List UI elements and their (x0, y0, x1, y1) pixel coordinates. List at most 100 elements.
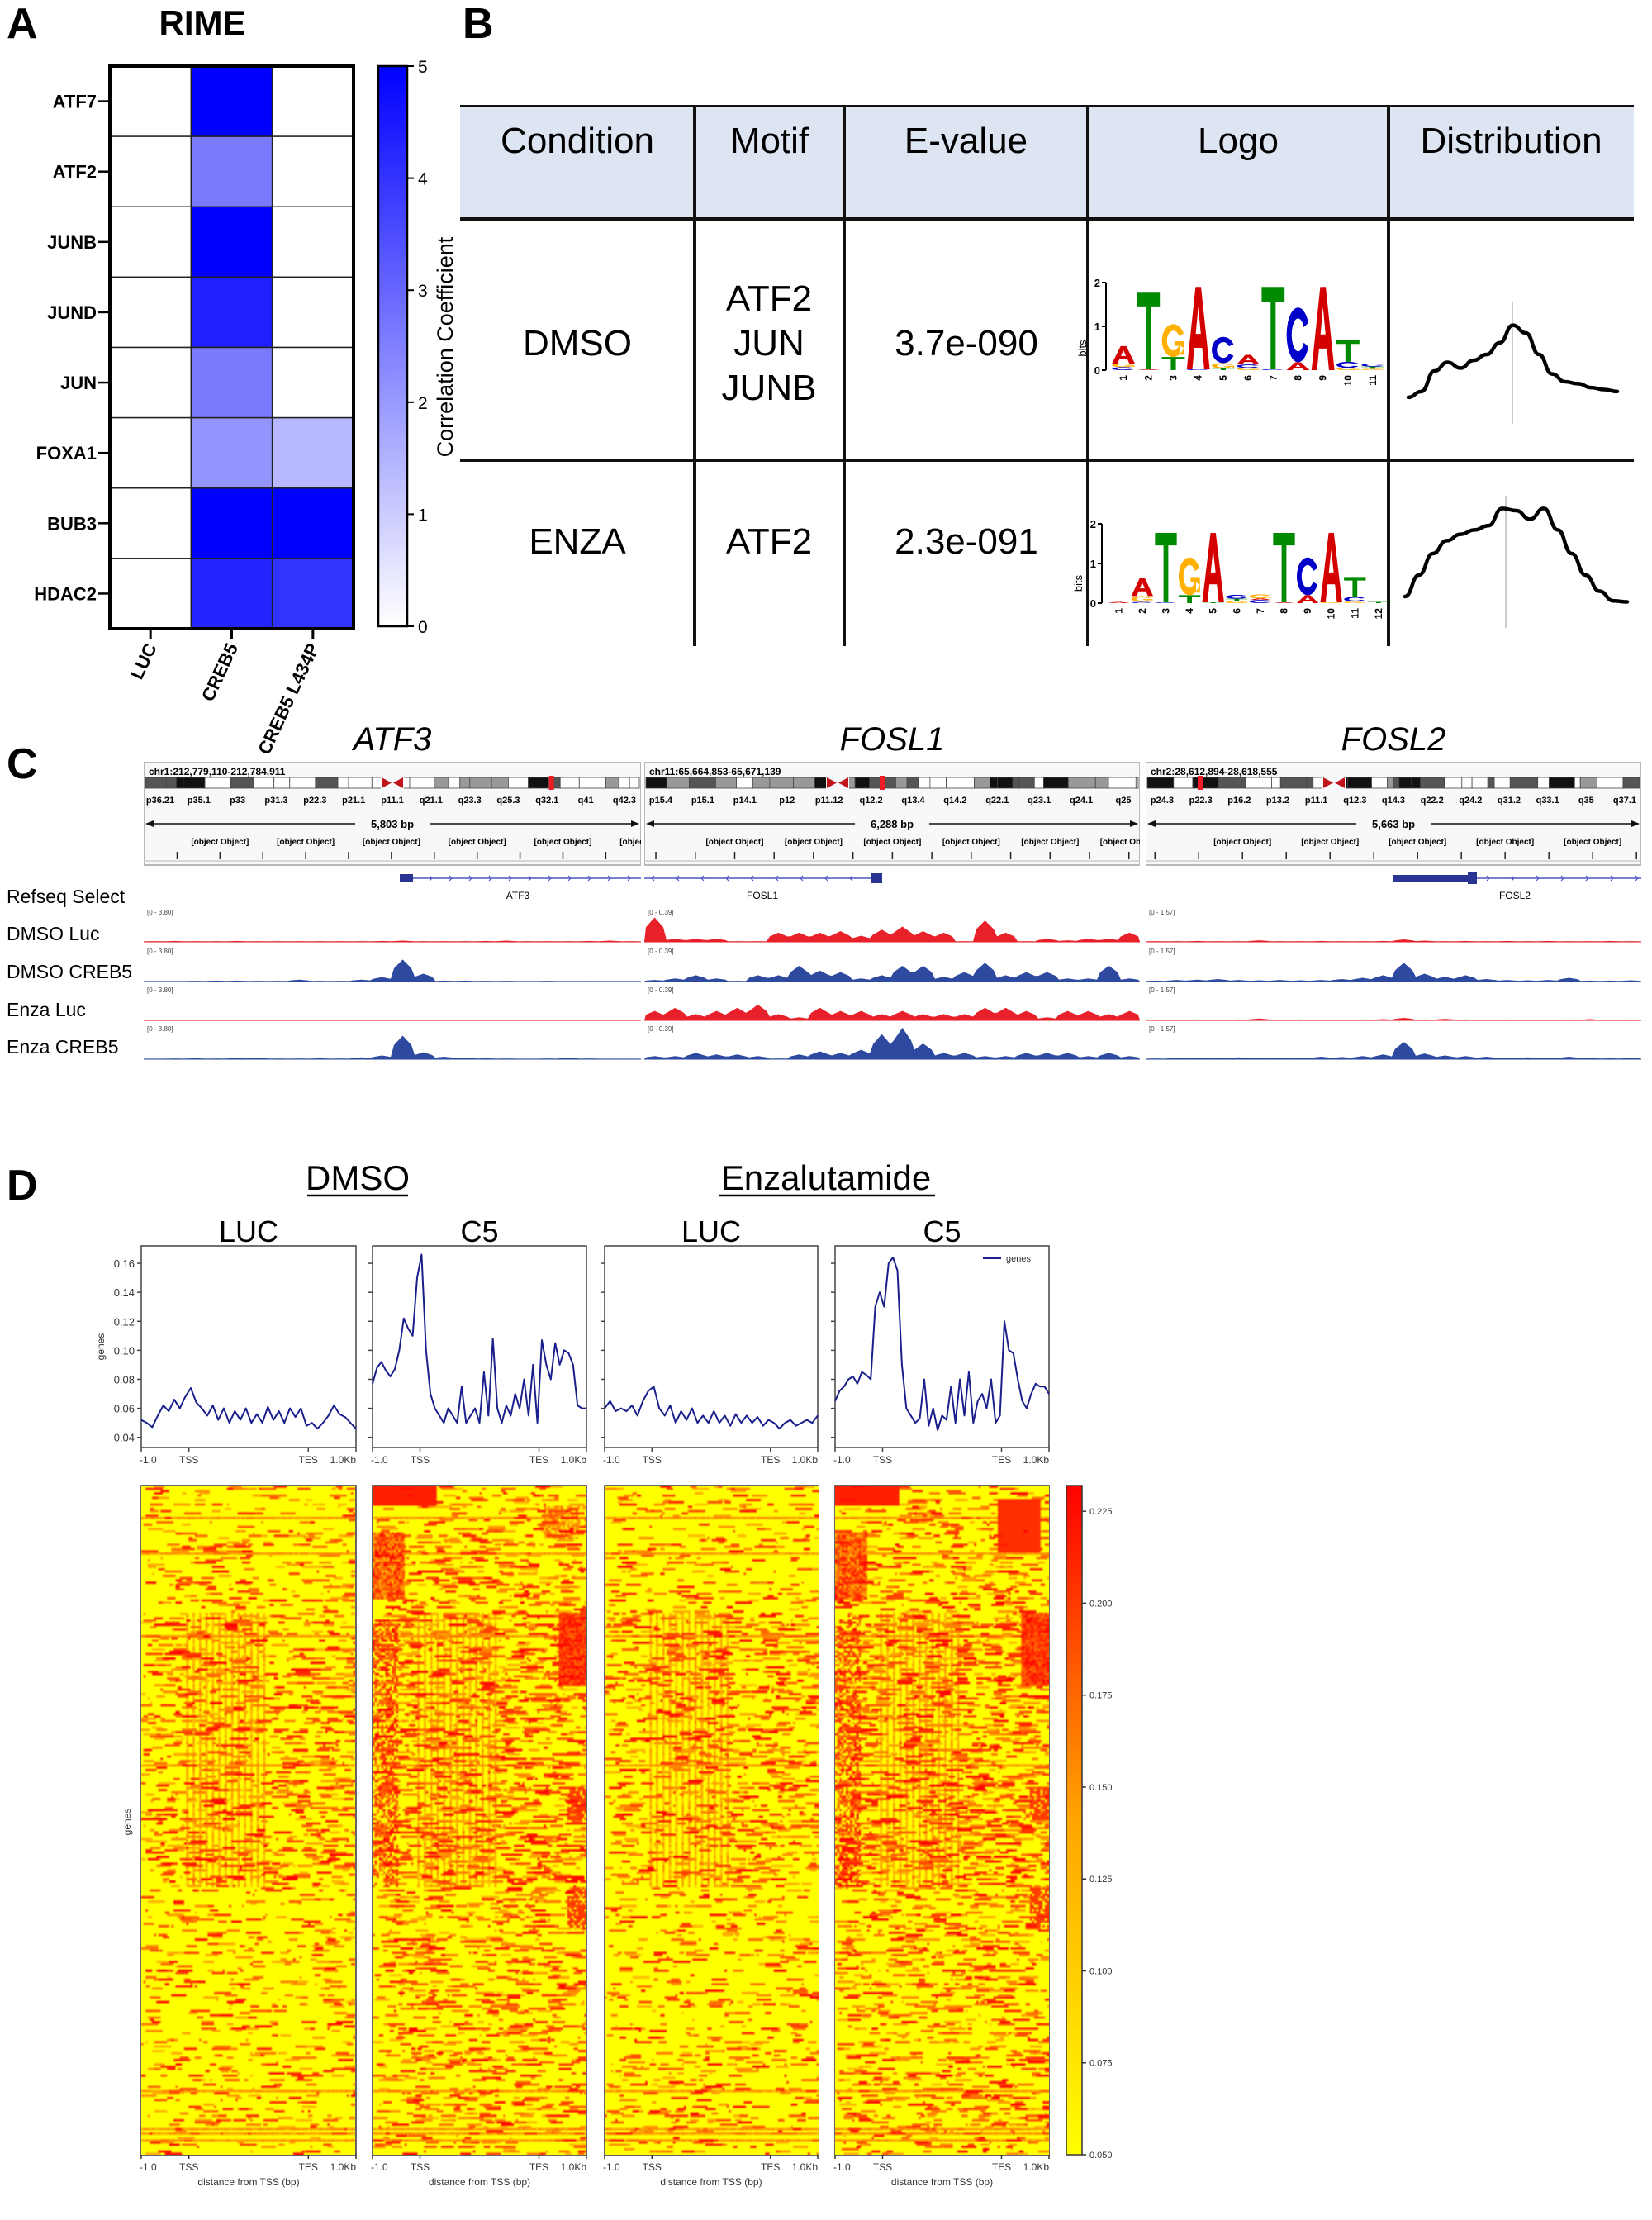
track-label: DMSO CREB5 (7, 961, 132, 982)
logo-letter-G (1226, 601, 1247, 603)
ideogram-band (645, 777, 667, 789)
heatmap-cell (271, 135, 354, 207)
band-label: p31.3 (264, 796, 287, 806)
profile-line (140, 1387, 357, 1430)
colorbar-tick-label: 2 (418, 394, 428, 413)
ideogram-band (814, 777, 828, 789)
logo-position-label: 11 (1349, 608, 1360, 619)
heatmap-cell (109, 416, 192, 489)
heatmap-cell (190, 346, 273, 419)
ideogram-band (1306, 777, 1314, 789)
genome-browser-panel: chr11:65,664,853-65,671,139 p15.4 p15.1 p14… (644, 762, 1158, 1060)
colorbar-tick-label: 0.125 (1089, 1875, 1113, 1885)
band-label: p13.2 (1266, 796, 1289, 806)
strand-arrow-icon (775, 875, 779, 882)
ideogram-band (990, 777, 998, 789)
coverage-area (144, 959, 641, 982)
coverage-area (1146, 1042, 1641, 1059)
band-label: q23.3 (458, 796, 482, 806)
x-tick-label: -1.0 (833, 1454, 851, 1466)
strand-arrow-icon (725, 875, 729, 882)
x-axis-label: distance from TSS (bp) (660, 2176, 762, 2188)
band-label: p35.1 (188, 796, 211, 806)
logo-letter-C (1361, 364, 1384, 367)
x-tick-label: TES (761, 2161, 780, 2173)
band-label: p15.1 (691, 796, 714, 806)
band-label: q13.4 (901, 796, 925, 806)
strand-arrow-icon (567, 875, 572, 882)
logo-letter-A (1296, 595, 1319, 603)
heatmap-cell (109, 346, 192, 419)
heatmap-colorbar (1066, 1485, 1083, 2156)
logo-letter-C (1226, 594, 1247, 599)
signal-heatmap (605, 1486, 819, 2155)
strand-arrow-icon (700, 875, 705, 882)
heatmap-cell (190, 558, 273, 630)
logo-letter-G (1161, 324, 1184, 358)
band-label: q12.3 (1343, 796, 1366, 806)
track-range-label: [0 - 3.80] (147, 909, 173, 916)
colorbar-label: Correlation Coefficient (433, 236, 458, 457)
ruler-label: [object Object] (1389, 838, 1446, 847)
x-tick-label: -1.0 (833, 2161, 851, 2173)
ideogram-band (1622, 777, 1640, 789)
signal-heatmap (141, 1486, 355, 2155)
logo-position-label: 7 (1255, 608, 1266, 614)
track-label: Refseq Select (7, 886, 126, 907)
group-title: Enzalutamide (721, 1158, 931, 1197)
ideogram-band (997, 777, 1014, 789)
y-tick-label: 0.14 (114, 1286, 135, 1299)
track-range-label: [0 - 1.57] (1149, 986, 1175, 994)
colorbar-tick-label: 0.075 (1089, 2059, 1113, 2069)
ideogram-band (1537, 777, 1550, 789)
ideogram-band (1108, 777, 1137, 789)
utr (1393, 875, 1469, 882)
profile-title: LUC (219, 1215, 278, 1248)
ideogram-band (459, 777, 471, 789)
logo-letter-T (1261, 287, 1285, 369)
ideogram-band (578, 777, 606, 789)
ideogram-band (1574, 777, 1581, 789)
strand-arrow-icon (1560, 875, 1564, 882)
legend-label: genes (1006, 1254, 1031, 1264)
ideogram-band (230, 777, 254, 789)
track-label: DMSO Luc (7, 923, 99, 944)
logo-position-label: 7 (1267, 375, 1279, 381)
x-tick-label: TSS (873, 2161, 892, 2173)
ideogram-band (315, 777, 339, 789)
logo-position-label: 4 (1193, 375, 1204, 381)
track-range-label: [0 - 3.80] (147, 986, 173, 994)
heatmap-cell (190, 416, 273, 489)
ideogram-band (1146, 777, 1175, 789)
logo-letter-C (1237, 364, 1259, 368)
colorbar-tick-label: 0.150 (1089, 1783, 1113, 1793)
x-tick-label: TSS (643, 1454, 662, 1466)
locus-label: chr11:65,664,853-65,671,139 (649, 766, 781, 777)
x-tick-label: 1.0Kb (561, 2161, 587, 2173)
ideogram-band (769, 777, 795, 789)
gene-title: FOSL1 (840, 721, 945, 758)
logo-tick-label: 2 (1090, 518, 1096, 530)
logo-position-label: 9 (1317, 375, 1329, 381)
logo-letter-G (1249, 594, 1271, 599)
colorbar (377, 64, 409, 628)
logo-letter-T (1137, 292, 1161, 369)
ideogram-band (348, 777, 373, 789)
ruler-label: [object Object] (1100, 838, 1158, 847)
band-label: q14.3 (1382, 796, 1405, 806)
colorbar-tick-label: 0.100 (1089, 1966, 1113, 1976)
ruler-label: [object Object] (705, 838, 763, 847)
coverage-area (644, 917, 1140, 942)
condition-cell: ENZA (529, 521, 626, 562)
logo-letter-A (1273, 602, 1295, 603)
logo-letter-G (1320, 602, 1342, 603)
x-tick-label: 1.0Kb (1023, 2161, 1050, 2173)
logo-position-label: 11 (1367, 375, 1379, 386)
ruler-label: [object Object] (191, 838, 249, 847)
table-header-bg (460, 106, 1634, 219)
heatmap-cell (271, 276, 354, 349)
logo-position-label: 2 (1142, 375, 1154, 381)
table-header: Logo (1198, 121, 1279, 161)
logo-letter-C (1131, 601, 1152, 603)
strand-arrow-icon (1536, 875, 1540, 882)
